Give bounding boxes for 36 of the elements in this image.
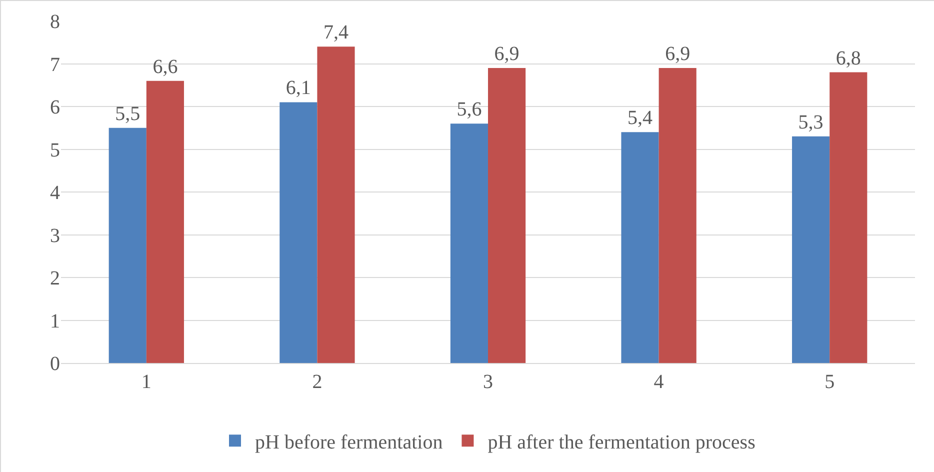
- y-tick-label: 1: [50, 310, 60, 332]
- y-tick-label: 8: [50, 11, 60, 33]
- data-label: 7,4: [323, 22, 348, 44]
- data-label: 6,1: [286, 77, 311, 100]
- y-tick-label: 5: [50, 139, 60, 162]
- data-label: 5,4: [628, 107, 653, 130]
- data-label: 6,9: [494, 43, 520, 66]
- bar: [317, 46, 355, 363]
- bar: [792, 136, 830, 363]
- y-tick-label: 4: [50, 182, 60, 204]
- y-tick-label: 7: [50, 54, 60, 76]
- bar: [450, 124, 488, 363]
- y-tick-label: 6: [50, 96, 60, 118]
- bar: [146, 80, 184, 363]
- legend-label: pH before fermentation: [255, 431, 443, 454]
- x-tick-label: 5: [824, 371, 835, 393]
- data-label: 5,3: [798, 111, 824, 134]
- y-tick-label: 3: [50, 224, 60, 247]
- bar: [621, 132, 659, 363]
- bar: [830, 72, 868, 363]
- x-tick-label: 2: [312, 371, 322, 393]
- bar: [280, 102, 318, 363]
- y-tick-label: 2: [50, 268, 60, 290]
- bar: [488, 68, 526, 363]
- legend-label: pH after the fermentation process: [488, 431, 756, 454]
- y-tick-label: 0: [50, 353, 60, 375]
- data-label: 6,8: [836, 47, 861, 70]
- x-tick-label: 3: [483, 371, 493, 393]
- bar: [108, 128, 146, 363]
- data-label: 6,6: [152, 56, 178, 78]
- x-tick-label: 1: [141, 371, 152, 393]
- bar: [658, 68, 696, 363]
- data-label: 5,5: [115, 102, 140, 125]
- data-label: 5,6: [456, 98, 482, 121]
- x-tick-label: 4: [654, 371, 664, 393]
- data-label: 6,9: [665, 43, 690, 66]
